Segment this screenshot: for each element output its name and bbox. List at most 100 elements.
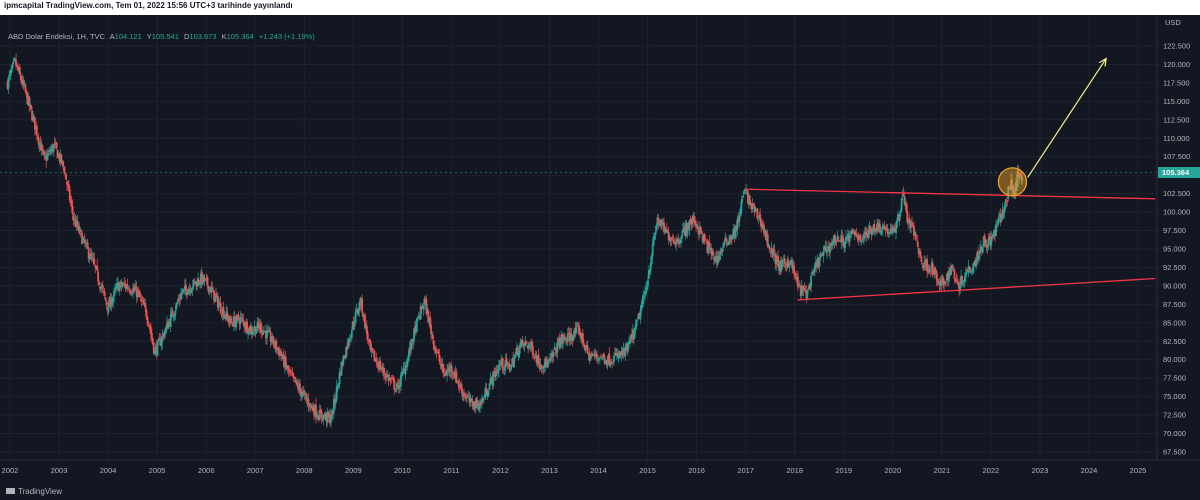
candle-body — [349, 336, 352, 338]
time-axis[interactable]: 2002 2003 2004 2005 2006 2007 2008 2009 2010 2011… — [2, 466, 1147, 475]
price-axis[interactable]: 122.500 120.000 117.500 115.000 112.500 110.0… — [1163, 42, 1190, 457]
candle-body — [510, 364, 513, 370]
candle-body — [511, 359, 514, 363]
candle-body — [787, 259, 790, 267]
candle-body — [745, 189, 747, 191]
candle-body — [409, 347, 412, 352]
candle-body — [396, 384, 398, 388]
candle-body — [271, 335, 274, 342]
candle-body — [673, 241, 676, 244]
candle-body — [766, 234, 769, 247]
candle-body — [680, 240, 682, 243]
candle-body — [496, 370, 498, 374]
candle-body — [936, 278, 939, 282]
candle-body — [406, 358, 409, 367]
candle-body — [145, 308, 148, 317]
candle-body — [962, 280, 965, 282]
candle-body — [797, 284, 800, 287]
candle-body — [326, 411, 329, 423]
candle-body — [834, 241, 837, 244]
candle-body — [801, 285, 804, 291]
candle-body — [984, 239, 987, 246]
candle-body — [634, 324, 637, 330]
candle-body — [477, 403, 480, 410]
candle-body — [282, 354, 284, 358]
candle-body — [870, 228, 873, 234]
candle-body — [22, 79, 25, 86]
candle-body — [384, 375, 387, 379]
candle-body — [207, 285, 210, 292]
candle-body — [288, 371, 291, 373]
candle-body — [73, 218, 76, 220]
candle-body — [287, 365, 290, 372]
candle-body — [975, 259, 978, 267]
candle-body — [52, 144, 55, 152]
candle-body — [594, 352, 597, 357]
time-tick-label: 2019 — [835, 466, 852, 475]
candle-body — [987, 238, 990, 248]
candle-body — [725, 238, 728, 242]
candle-body — [580, 333, 582, 339]
candle-body — [242, 319, 245, 322]
candle-body — [803, 288, 806, 291]
candle-body — [261, 331, 264, 333]
candle-body — [506, 362, 509, 365]
candle-body — [449, 365, 452, 373]
candle-body — [375, 358, 378, 363]
candle-body — [680, 234, 683, 239]
candle-body — [579, 333, 581, 335]
candle-body — [1002, 209, 1005, 214]
candle-body — [890, 228, 893, 233]
candle-body — [837, 237, 840, 239]
trendline — [744, 188, 1156, 200]
candle-body — [919, 251, 922, 257]
candle-body — [813, 269, 815, 273]
candle-body — [106, 306, 109, 311]
candle-body — [398, 384, 400, 390]
candle-body — [349, 338, 351, 343]
candle-body — [846, 233, 849, 239]
candle-body — [222, 307, 225, 318]
candle-body — [245, 322, 248, 330]
candle-body — [176, 302, 179, 304]
candle-body — [440, 364, 443, 367]
candle-body — [251, 331, 254, 335]
candle-body — [272, 336, 275, 345]
candle-body — [191, 287, 194, 290]
candle-body — [198, 280, 200, 284]
candle-body — [68, 188, 71, 201]
candle-body — [892, 227, 895, 233]
candle-body — [137, 292, 140, 294]
candle-body — [312, 406, 315, 411]
candle-body — [19, 75, 22, 81]
candle-body — [829, 245, 831, 253]
candle-body — [389, 378, 392, 380]
candle-body — [300, 394, 303, 397]
candle-body — [657, 217, 660, 224]
candle-body — [26, 92, 29, 105]
candle-body — [164, 331, 166, 336]
time-tick-label: 2004 — [100, 466, 117, 475]
candle-body — [560, 335, 563, 343]
candle-body — [57, 154, 60, 157]
candle-body — [731, 234, 734, 240]
candle-body — [583, 344, 586, 350]
candle-body — [345, 347, 348, 358]
candle-body — [631, 333, 633, 340]
candle-body — [862, 239, 864, 241]
candle-body — [508, 364, 511, 370]
time-tick-label: 2020 — [884, 466, 901, 475]
candle-body — [160, 341, 163, 346]
candle-body — [589, 355, 592, 361]
candle-body — [540, 364, 543, 369]
candle-body — [441, 364, 444, 367]
candle-body — [828, 246, 830, 252]
price-tick-label: 87.500 — [1163, 300, 1186, 309]
candle-body — [887, 232, 890, 234]
candle-body — [498, 365, 500, 371]
candle-body — [319, 409, 322, 413]
price-chart[interactable]: ABD Dolar Endeksi, 1H, TVC A104.121 Y105… — [0, 15, 1200, 500]
candle-body — [482, 399, 485, 400]
candle-body — [138, 290, 141, 298]
candle-body — [738, 215, 741, 222]
